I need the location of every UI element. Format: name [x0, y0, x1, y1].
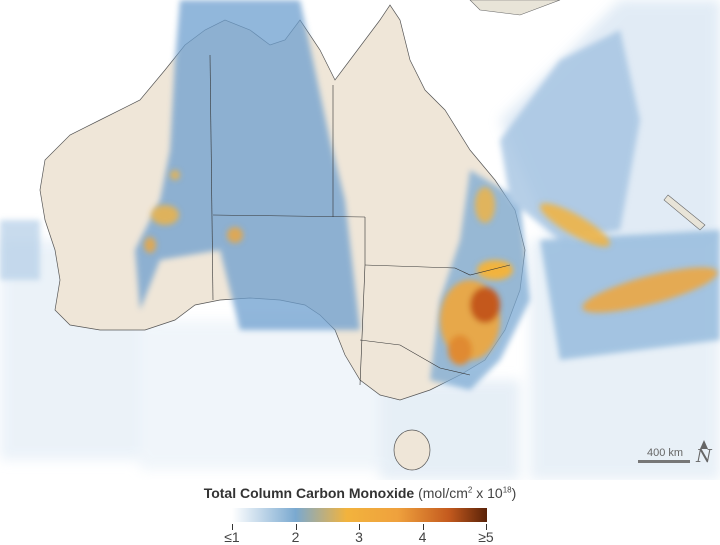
- scale-bar-label: 400 km: [646, 447, 684, 459]
- carbon-monoxide-map: [0, 0, 720, 480]
- legend-color-bar: [232, 508, 487, 522]
- legend-tick-label: 3: [355, 529, 363, 545]
- new-caledonia: [663, 194, 706, 231]
- co-plume-orange: [144, 170, 718, 365]
- legend-unit: (mol/cm2 x 1018): [418, 485, 516, 501]
- legend-title-text: Total Column Carbon Monoxide: [203, 485, 415, 501]
- north-arrow-label: N: [696, 446, 712, 467]
- legend-tick: [422, 524, 424, 530]
- legend-tick: [232, 524, 233, 530]
- tasmania: [393, 429, 431, 471]
- unit-sup1: 2: [467, 485, 473, 495]
- legend-tick: [359, 524, 360, 530]
- legend-tick-label: ≥5: [478, 529, 494, 545]
- north-arrow-icon: [700, 440, 708, 449]
- unit-sup2: 18: [502, 485, 512, 495]
- state-borders: [209, 54, 511, 386]
- unit-suffix: ): [511, 485, 517, 501]
- legend-title: Total Column Carbon Monoxide (mol/cm2 x …: [0, 485, 720, 501]
- legend-tick-label: ≤1: [224, 529, 240, 545]
- unit-mid: x 10: [472, 485, 503, 501]
- papua-new-guinea: [469, 0, 561, 16]
- unit-prefix: (mol/cm: [418, 485, 468, 501]
- legend-tick: [295, 524, 297, 530]
- legend-tick-label: 2: [291, 529, 300, 545]
- legend-tick-label: 4: [418, 529, 427, 545]
- scale-bar: [638, 460, 690, 463]
- legend-tick: [486, 524, 487, 530]
